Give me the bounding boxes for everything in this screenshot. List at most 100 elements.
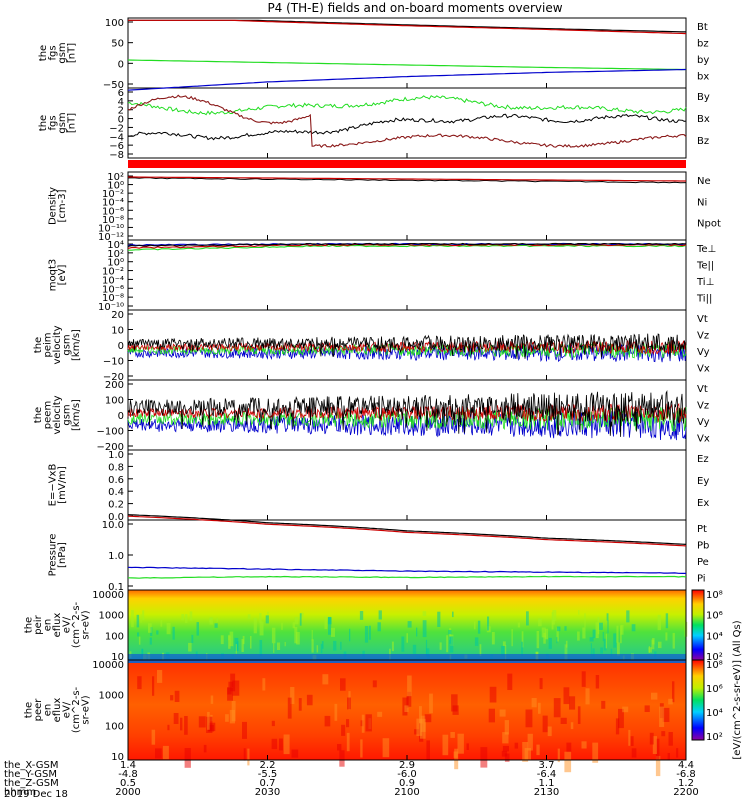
x-tick-label: 1.4 <box>120 760 136 771</box>
y-tick-label: 10 <box>111 752 124 763</box>
electron-texture <box>162 745 169 760</box>
electron-texture <box>416 718 423 736</box>
y-tick-label: 0 <box>118 115 124 126</box>
electron-texture <box>581 671 586 687</box>
y-tick-label: 10⁰ <box>107 181 124 192</box>
electron-texture <box>668 732 673 746</box>
ion-texture <box>273 642 275 653</box>
ion-texture <box>584 613 586 628</box>
series-Pi <box>127 566 686 574</box>
electron-texture <box>225 714 229 722</box>
panel-efield: 1.00.8 0.60.4 0.20.0 E=−VxB[mV/m] Ez Ey Ex <box>47 449 709 523</box>
series-Bx <box>128 113 687 141</box>
electron-texture <box>346 732 350 752</box>
ion-texture <box>665 613 669 629</box>
electron-texture <box>290 687 295 704</box>
ion-texture <box>613 633 617 648</box>
x-tick-label: 2130 <box>534 787 559 798</box>
ion-texture <box>321 641 324 649</box>
electron-texture <box>442 734 449 756</box>
electron-texture <box>489 686 497 703</box>
ion-texture <box>137 632 140 637</box>
electron-texture <box>601 700 606 709</box>
y-tick-label: 0 <box>118 59 124 70</box>
ion-texture <box>299 613 302 626</box>
ion-texture <box>505 645 507 662</box>
y-tick-label: 10² <box>107 172 124 183</box>
series-Pb <box>127 515 687 547</box>
electron-texture <box>382 738 390 758</box>
ion-texture <box>368 625 371 640</box>
x-row-label-1: the_Y-GSM <box>4 769 57 780</box>
legend-fgs-gse-2: Bz <box>697 136 709 147</box>
ion-texture <box>606 613 609 621</box>
ion-texture <box>610 648 613 659</box>
electron-texture <box>557 748 560 763</box>
electron-texture <box>210 695 214 704</box>
y-tick-label: 100 <box>105 396 124 407</box>
ion-texture <box>452 611 454 618</box>
electron-texture <box>152 676 155 696</box>
panel-peir: 10000 1000 100 10 thepeirenefluxeV/(cm^2-s-s… <box>24 590 133 663</box>
y-tick-label: −6 <box>109 141 124 152</box>
ion-texture <box>437 611 441 627</box>
y-tick-label: −200 <box>97 442 124 453</box>
electron-texture <box>167 724 170 731</box>
legend-peim-2: Vy <box>697 347 710 358</box>
ion-texture <box>311 639 314 653</box>
ion-texture <box>149 637 152 645</box>
x-row-label-3: hhmm <box>4 787 36 798</box>
ion-texture <box>184 614 188 623</box>
ion-texture <box>188 642 192 652</box>
electron-texture <box>570 722 574 730</box>
ion-texture <box>449 636 454 653</box>
electron-texture <box>618 708 624 729</box>
electron-texture <box>247 748 250 766</box>
x-tick-label: 1.2 <box>678 778 694 789</box>
electron-texture <box>655 755 661 777</box>
ion-texture <box>548 637 552 649</box>
ion-texture <box>590 643 592 657</box>
electron-texture <box>271 720 275 727</box>
y-tick-label: −100 <box>97 427 124 438</box>
legend-density-2: Npot <box>697 219 721 230</box>
electron-texture <box>324 715 331 727</box>
ion-texture <box>407 621 412 628</box>
y-axis-label: E=−VxB[mV/m] <box>47 464 68 507</box>
y-tick-label: 10⁻⁸ <box>102 215 124 226</box>
ion-texture <box>294 617 299 625</box>
series-bz <box>128 19 687 35</box>
electron-texture <box>595 675 600 689</box>
colorbar-label: [eV/(cm^2-s-sr-eV)] (All Qs) <box>732 620 743 759</box>
electron-texture <box>652 736 657 754</box>
legend-temp-1: Te|| <box>696 261 714 272</box>
electron-texture <box>615 718 620 735</box>
colorbar-tick: 10² <box>706 652 723 663</box>
electron-texture <box>426 740 430 760</box>
electron-texture <box>287 697 292 719</box>
x-tick-label: 0.7 <box>260 778 276 789</box>
legend-fgs-2: by <box>697 55 709 66</box>
electron-texture <box>662 707 670 722</box>
y-tick-label: 0.0 <box>108 512 124 523</box>
ion-texture <box>446 635 449 653</box>
y-tick-label: −4 <box>109 132 124 143</box>
y-axis-label: thepeerenefluxeV/(cm^2-s-sr-eV) <box>24 686 92 733</box>
y-tick-label: 50 <box>111 39 124 50</box>
electron-texture <box>628 729 631 746</box>
y-tick-label: 10⁻⁶ <box>102 206 124 217</box>
electron-texture <box>339 750 345 767</box>
ion-texture <box>511 629 513 647</box>
legend-fgs-gse-0: By <box>697 92 710 103</box>
electron-texture <box>151 729 156 745</box>
electron-texture <box>243 748 246 761</box>
ion-texture <box>541 627 546 638</box>
electron-texture <box>566 742 572 753</box>
series-By <box>127 95 687 116</box>
y-tick-label: 20 <box>111 310 124 321</box>
panel-frame <box>127 171 687 241</box>
x-row-label-0: the_X-GSM <box>4 760 58 771</box>
y-tick-label: 1.0 <box>108 551 124 562</box>
